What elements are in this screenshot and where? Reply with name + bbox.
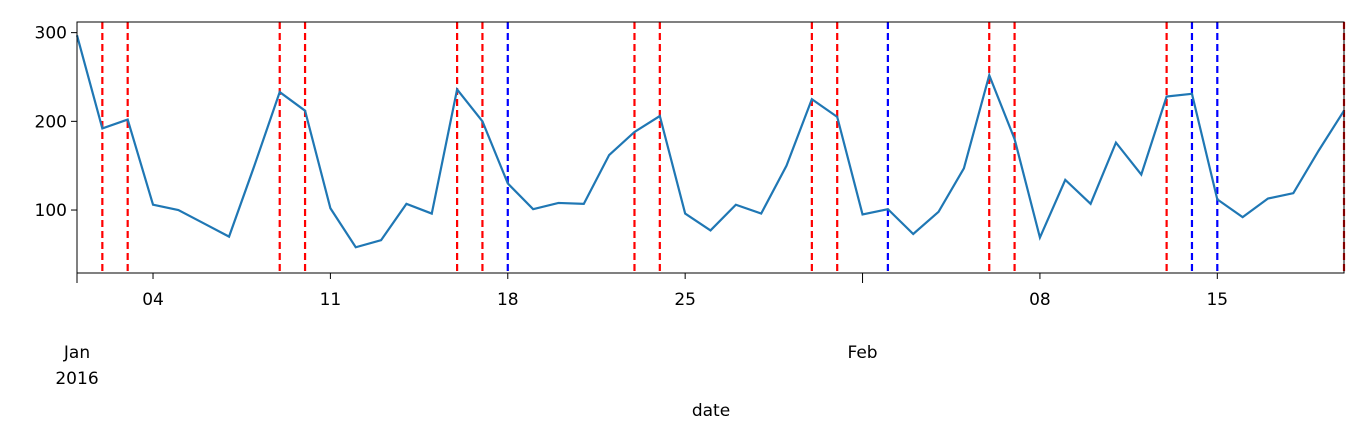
y-tick-label: 300 [35,24,67,44]
x-tick-label: 15 [1206,290,1229,310]
x-tick-label: 08 [1029,290,1051,310]
y-tick-label: 100 [35,201,67,221]
x-tick-label: 04 [142,290,164,310]
plot-frame [76,21,1345,274]
x-tick-label: 25 [674,290,696,310]
x-tick-label: 11 [319,290,342,310]
y-tick-label: 200 [35,112,67,132]
x-axis-label: date [691,401,731,421]
x-tick-label: Jan 2016 [55,343,99,389]
x-tick-label: Feb [847,343,878,363]
x-tick-label: 18 [496,290,519,310]
data-line [75,35,1345,249]
